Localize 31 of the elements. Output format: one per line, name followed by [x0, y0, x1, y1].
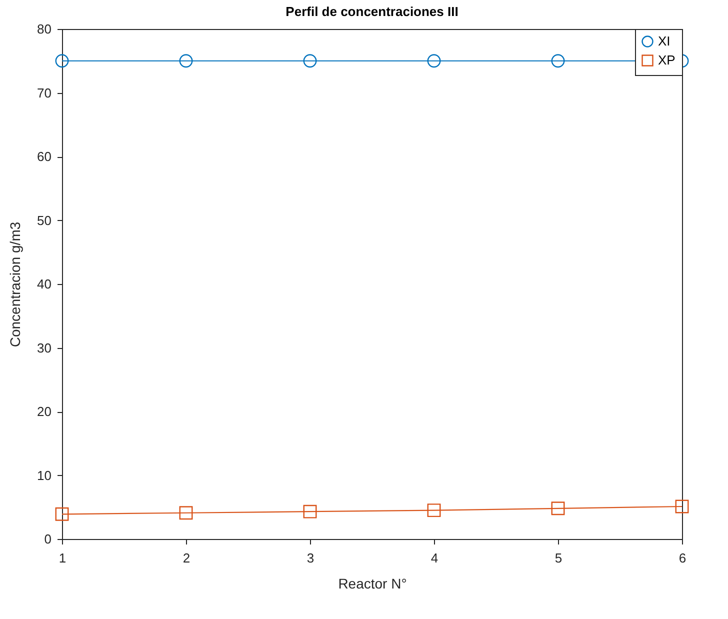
y-tick-label: 40 [37, 276, 52, 292]
y-tick-label: 50 [37, 212, 52, 228]
x-tick-label: 2 [182, 550, 190, 566]
point [303, 54, 317, 68]
point [551, 502, 565, 516]
y-tick-label: 70 [37, 85, 52, 100]
x-tick-label: 5 [554, 550, 562, 566]
y-tick-label: 30 [37, 340, 52, 356]
point [551, 54, 565, 68]
y-axis-title: Concentracion g/m3 [7, 222, 24, 348]
y-tick-label: 0 [44, 532, 52, 546]
point [303, 504, 317, 518]
legend-label: XI [658, 34, 670, 48]
x-tick-label: 6 [678, 550, 686, 566]
point [179, 506, 193, 520]
x-tick-label: 3 [306, 550, 314, 566]
point [179, 54, 193, 68]
legend-label: XP [658, 52, 676, 68]
point [55, 507, 69, 521]
y-tick-label: 20 [37, 404, 52, 419]
point [55, 54, 69, 68]
point [675, 500, 689, 514]
y-tick-label: 10 [37, 468, 52, 483]
x-tick-label: 4 [430, 550, 438, 566]
point [427, 504, 441, 518]
y-tick-label: 80 [37, 22, 52, 36]
x-tick-label: 1 [58, 550, 66, 566]
x-axis-title: Reactor N° [338, 576, 407, 592]
chart-title: Perfil de concentraciones III [286, 4, 458, 19]
y-tick-label: 60 [37, 149, 52, 164]
point [427, 54, 441, 68]
